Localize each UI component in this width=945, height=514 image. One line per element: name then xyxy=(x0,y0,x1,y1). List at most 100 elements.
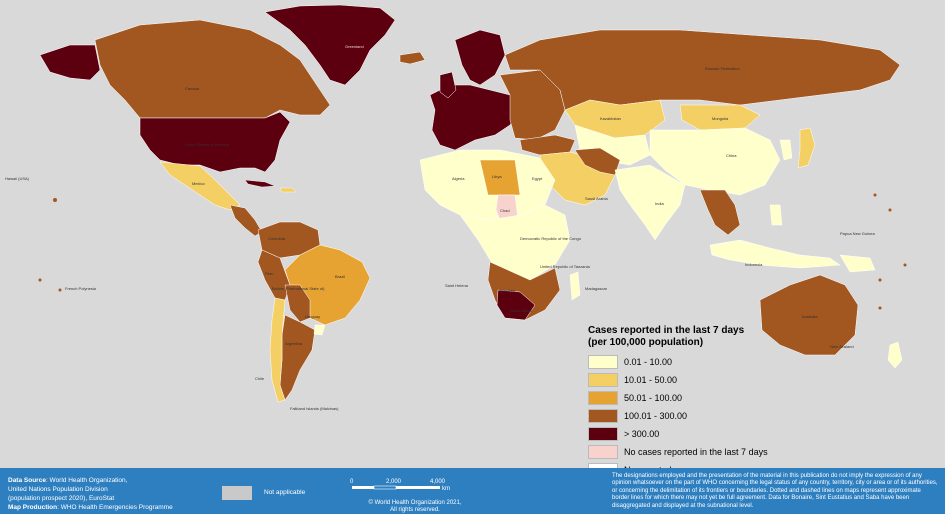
region-philippines xyxy=(769,204,783,226)
legend-title: Cases reported in the last 7 days (per 1… xyxy=(588,325,788,349)
legend-title-line2: (per 100,000 population) xyxy=(588,337,704,348)
legend-swatch xyxy=(588,427,618,441)
label-chad: Chad xyxy=(500,208,510,213)
legend: Cases reported in the last 7 days (per 1… xyxy=(588,325,788,481)
not-applicable-label: Not applicable xyxy=(264,489,306,496)
label-australia: Australia xyxy=(802,314,818,319)
label-china: China xyxy=(726,153,737,158)
pacific-islands xyxy=(38,193,907,310)
region-china xyxy=(649,127,781,196)
not-applicable-swatch xyxy=(222,486,252,500)
copyright-line1: © World Health Organization 2021, xyxy=(368,500,462,506)
region-new-zealand xyxy=(887,341,903,369)
legend-swatch xyxy=(588,391,618,405)
label-saint-helena: Saint Helena xyxy=(445,283,469,288)
label-russia: Russian Federation xyxy=(705,66,740,71)
region-south-africa xyxy=(496,289,536,321)
region-central-america xyxy=(229,204,263,237)
region-iceland xyxy=(399,51,426,65)
copyright: © World Health Organization 2021, All ri… xyxy=(355,500,475,514)
legend-label: 0.01 - 10.00 xyxy=(624,357,673,367)
label-south-africa: South Africa xyxy=(510,308,532,313)
footer-credits: Data Source: World Health Organization, … xyxy=(8,476,173,512)
legend-label: 100.01 - 300.00 xyxy=(624,411,688,421)
label-papua: Papua New Guinea xyxy=(840,231,875,236)
disclaimer: The designations employed and the presen… xyxy=(612,473,938,509)
scale-unit: km xyxy=(442,486,450,492)
label-kazakhstan: Kazakhstan xyxy=(600,116,621,121)
legend-swatch xyxy=(588,373,618,387)
region-papua xyxy=(839,254,876,273)
label-bolivia: Bolivia (Plurinational State of) xyxy=(272,286,325,291)
label-colombia: Colombia xyxy=(268,236,286,241)
region-scandinavia xyxy=(454,29,506,86)
region-bolivia-paraguay xyxy=(284,284,311,323)
legend-label: No cases reported in the last 7 days xyxy=(624,447,768,457)
legend-label: > 300.00 xyxy=(624,429,660,439)
region-chile xyxy=(269,297,286,403)
scale-tick-1: 2,000 xyxy=(386,479,402,485)
scale-bar: 0 2,000 4,000 km xyxy=(350,479,450,492)
label-canada: Canada xyxy=(185,86,200,91)
data-source-label: Data Source xyxy=(8,477,46,484)
label-algeria: Algeria xyxy=(452,176,465,181)
legend-item: 50.01 - 100.00 xyxy=(588,391,788,405)
legend-item: > 300.00 xyxy=(588,427,788,441)
region-indonesia xyxy=(709,239,841,269)
region-japan xyxy=(797,127,816,169)
legend-title-line1: Cases reported in the last 7 days xyxy=(588,325,745,336)
region-canada xyxy=(94,19,331,119)
label-french-polynesia: French Polynesia xyxy=(65,286,97,291)
label-tanzania: United Republic of Tanzania xyxy=(540,264,591,269)
label-argentina: Argentina xyxy=(285,341,303,346)
footer: Data Source: World Health Organization, … xyxy=(0,468,945,514)
label-drc: Democratic Republic of the Congo xyxy=(520,236,582,241)
region-hispaniola xyxy=(279,187,297,193)
label-egypt: Egypt xyxy=(532,176,543,181)
region-madagascar xyxy=(569,271,581,301)
legend-label: 10.01 - 50.00 xyxy=(624,375,678,385)
copyright-line2: All rights reserved. xyxy=(390,507,440,513)
label-usa: United States of America xyxy=(185,142,230,147)
map-production-label: Map Production xyxy=(8,504,58,511)
label-uruguay: Uruguay xyxy=(305,314,320,319)
region-uruguay xyxy=(313,324,326,336)
data-source-line2: United Nations Population Division xyxy=(8,486,108,493)
region-korea xyxy=(779,139,793,161)
region-south-asia xyxy=(614,164,686,241)
legend-swatch xyxy=(588,355,618,369)
label-india: India xyxy=(655,201,664,206)
region-se-asia xyxy=(699,189,741,236)
region-greenland xyxy=(264,4,396,86)
legend-item: 0.01 - 10.00 xyxy=(588,355,788,369)
label-indonesia: Indonesia xyxy=(745,262,763,267)
label-chile: Chile xyxy=(255,376,265,381)
world-map: Canada United States of America Mexico B… xyxy=(5,4,907,411)
scale-tick-0: 0 xyxy=(350,479,354,485)
region-iran xyxy=(574,147,621,176)
region-libya xyxy=(479,159,521,196)
legend-item: 100.01 - 300.00 xyxy=(588,409,788,423)
label-madagascar: Madagascar xyxy=(585,286,608,291)
legend-swatch xyxy=(588,445,618,459)
label-saudi: Saudi Arabia xyxy=(585,196,608,201)
region-alaska xyxy=(39,44,101,81)
region-russia xyxy=(504,29,901,111)
region-western-europe xyxy=(429,84,521,151)
label-falkland: Falkland Islands (Malvinas) xyxy=(290,406,339,411)
data-source-line3: (population prospect 2020), EuroStat xyxy=(8,495,115,502)
label-hawaii: Hawaii (USA) xyxy=(5,176,30,181)
label-greenland: Greenland xyxy=(345,44,364,49)
map-production-text: : WHO Health Emergencies Programme xyxy=(57,504,173,511)
label-mongolia: Mongolia xyxy=(712,116,729,121)
label-peru: Peru xyxy=(265,271,273,276)
region-usa xyxy=(139,111,291,173)
label-new-zealand: New Zealand xyxy=(830,344,854,349)
scale-tick-2: 4,000 xyxy=(430,479,446,485)
region-cuba xyxy=(244,179,276,188)
region-australia xyxy=(759,274,859,356)
label-libya: Libya xyxy=(492,174,502,179)
legend-label: 50.01 - 100.00 xyxy=(624,393,683,403)
legend-item: 10.01 - 50.00 xyxy=(588,373,788,387)
